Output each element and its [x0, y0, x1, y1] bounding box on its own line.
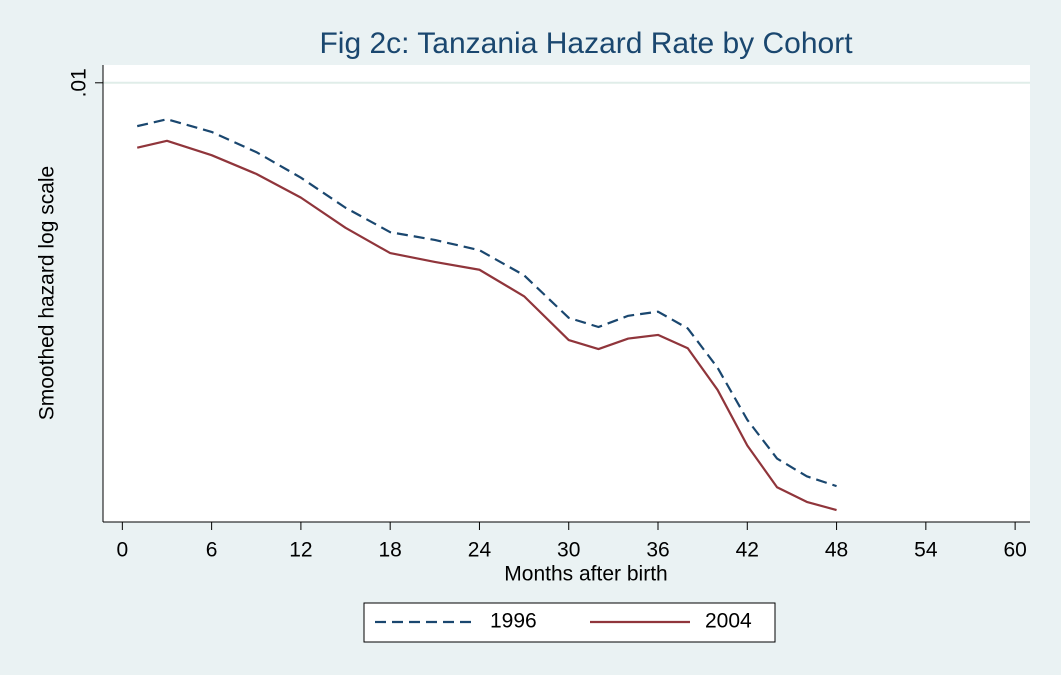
x-tick-label: 48 [825, 539, 848, 562]
x-tick-label: 24 [468, 539, 492, 562]
x-axis-label: Months after birth [504, 563, 667, 586]
x-tick-label: 30 [557, 539, 580, 562]
legend-label: 1996 [490, 610, 537, 633]
x-tick-label: 0 [116, 539, 128, 562]
x-tick-label: 36 [646, 539, 669, 562]
x-tick-label: 18 [378, 539, 401, 562]
plot-area [103, 65, 1030, 522]
y-tick-label: .01 [68, 68, 91, 97]
x-tick-label: 60 [1003, 539, 1026, 562]
x-tick-label: 6 [206, 539, 218, 562]
x-tick-label: 54 [914, 539, 938, 562]
x-tick-label: 12 [289, 539, 312, 562]
series-line [136, 139, 837, 512]
chart-title: Fig 2c: Tanzania Hazard Rate by Cohort [319, 27, 853, 60]
y-axis-label: Smoothed hazard log scale [36, 166, 59, 421]
legend-label: 2004 [705, 610, 752, 633]
x-tick-label: 42 [736, 539, 759, 562]
